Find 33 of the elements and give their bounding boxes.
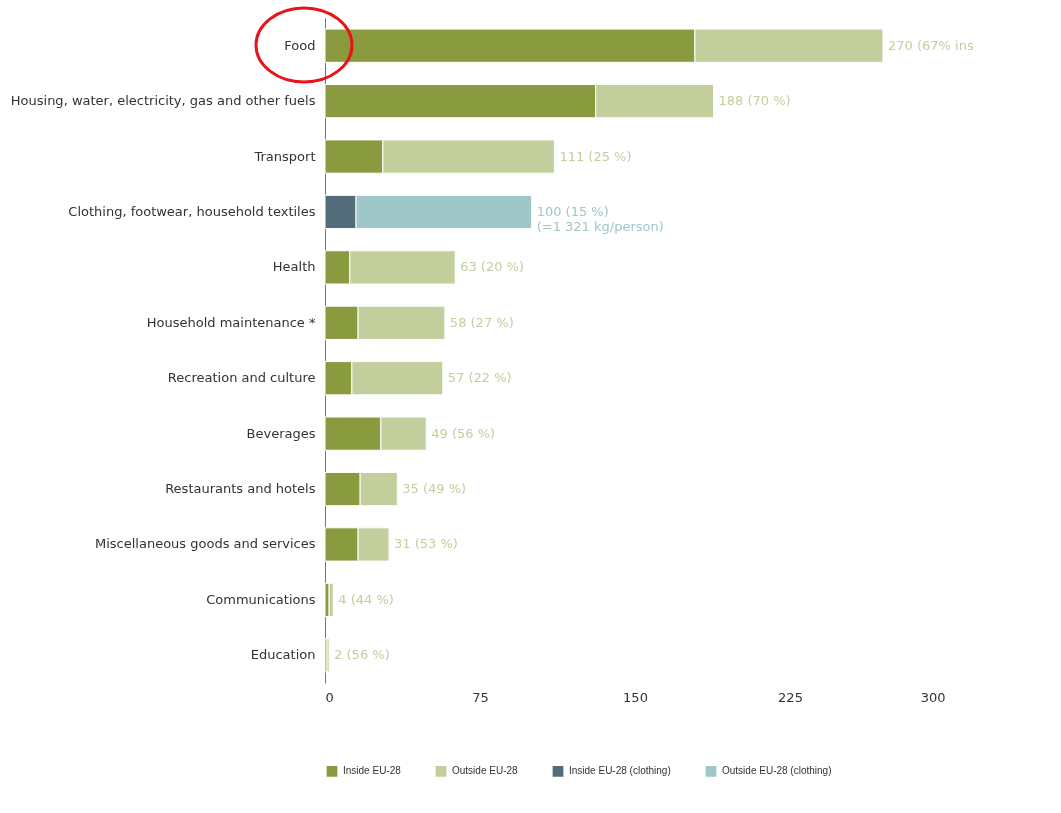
x-tick-label: 225: [778, 689, 803, 705]
total-label: 100 (15 %) (=1 321 kg/person): [536, 203, 664, 234]
legend-label: Inside EU-28: [343, 765, 402, 777]
y-tick-label: Food: [284, 37, 316, 53]
total-label: 188 (70 %): [718, 93, 791, 109]
legend-label: Outside EU-28 (clothing): [722, 765, 832, 777]
x-tick-label: 0: [325, 689, 334, 705]
x-tick-label: 75: [472, 689, 489, 705]
legend-label: Outside EU-28: [452, 765, 519, 777]
y-tick-label: Housing, water, electricity, gas and other fuels: [10, 93, 316, 109]
total-label: 35 (49 %): [402, 481, 467, 497]
total-label: 31 (53 %): [394, 536, 458, 552]
y-tick-label: Restaurants and hotels: [165, 481, 316, 497]
y-tick-label: Clothing, footwear, household textiles: [68, 203, 316, 219]
y-tick-label: Education: [250, 647, 316, 663]
y-tick-label: Communications: [206, 591, 316, 607]
total-label: 111 (25 %): [559, 148, 632, 164]
y-tick-label: Transport: [253, 148, 316, 164]
total-label: 4 (44 %): [338, 591, 394, 607]
legend-label: Inside EU-28 (clothing): [569, 765, 671, 777]
total-label: 49 (56 %): [431, 425, 496, 441]
x-tick-label: 300: [920, 689, 946, 705]
total-label: 270 (67% ins: [888, 37, 974, 53]
total-label: 58 (27 %): [449, 314, 514, 330]
y-tick-label: Beverages: [246, 425, 316, 441]
total-label: 63 (20 %): [460, 259, 525, 275]
y-tick-label: Recreation and culture: [167, 370, 316, 386]
total-label: 2 (56 %): [334, 647, 390, 663]
x-tick-label: 150: [623, 689, 648, 705]
y-tick-label: Household maintenance *: [146, 314, 316, 330]
total-label: 57 (22 %): [447, 370, 512, 386]
y-tick-label: Miscellaneous goods and services: [94, 536, 316, 552]
y-tick-label: Health: [272, 259, 316, 275]
